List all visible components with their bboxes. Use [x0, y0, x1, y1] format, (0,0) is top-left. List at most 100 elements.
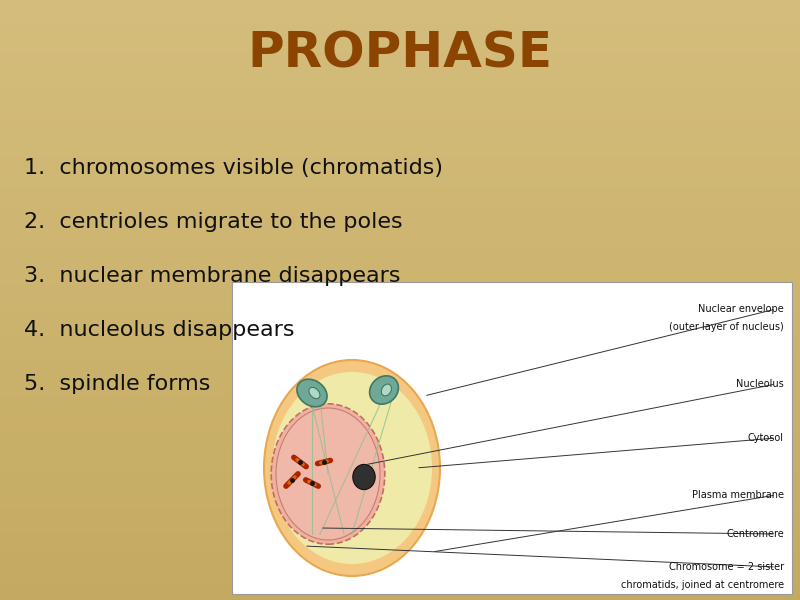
Bar: [0, 300, 800, 307]
Bar: [0, 480, 800, 487]
Bar: [0, 443, 800, 450]
Bar: [0, 263, 800, 270]
Ellipse shape: [382, 384, 391, 396]
Ellipse shape: [370, 376, 398, 404]
Bar: [0, 150, 800, 157]
Bar: [0, 240, 800, 247]
Ellipse shape: [271, 404, 385, 544]
Bar: [0, 217, 800, 225]
Text: Plasma membrane: Plasma membrane: [692, 490, 784, 500]
Bar: [0, 75, 800, 82]
Bar: [0, 510, 800, 517]
Bar: [0, 247, 800, 255]
Text: Nuclear envelope: Nuclear envelope: [698, 304, 784, 314]
Bar: [0, 495, 800, 503]
Ellipse shape: [276, 408, 380, 540]
Bar: [0, 555, 800, 563]
Bar: [0, 502, 800, 510]
Bar: [0, 413, 800, 420]
Bar: [0, 127, 800, 135]
Bar: [0, 22, 800, 30]
Bar: [0, 420, 800, 427]
Bar: [0, 15, 800, 22]
Text: Nucleolus: Nucleolus: [736, 379, 784, 389]
Bar: [0, 390, 800, 397]
Bar: [0, 427, 800, 435]
Ellipse shape: [272, 372, 432, 564]
Bar: [0, 105, 800, 113]
Bar: [0, 180, 800, 187]
Bar: [0, 292, 800, 300]
Bar: [0, 60, 800, 67]
Bar: [0, 202, 800, 210]
Bar: [0, 337, 800, 345]
Bar: [0, 473, 800, 480]
Bar: [0, 195, 800, 202]
Text: Centromere: Centromere: [726, 529, 784, 539]
Bar: [0, 255, 800, 263]
Bar: [0, 270, 800, 277]
Bar: [0, 345, 800, 352]
Text: 1.  chromosomes visible (chromatids): 1. chromosomes visible (chromatids): [24, 158, 443, 178]
Bar: [0, 232, 800, 240]
Bar: [0, 0, 800, 7]
Bar: [0, 352, 800, 360]
Bar: [0, 37, 800, 45]
Bar: [0, 577, 800, 585]
Bar: [0, 435, 800, 443]
Bar: [0, 398, 800, 405]
Bar: [0, 210, 800, 217]
Ellipse shape: [297, 379, 327, 407]
Bar: [0, 405, 800, 413]
Text: Chromosome = 2 sister: Chromosome = 2 sister: [669, 562, 784, 572]
Text: chromatids, joined at centromere: chromatids, joined at centromere: [621, 580, 784, 590]
Bar: [0, 540, 800, 547]
Bar: [0, 383, 800, 390]
Bar: [0, 367, 800, 375]
Bar: [0, 585, 800, 593]
Text: 4.  nucleolus disappears: 4. nucleolus disappears: [24, 320, 294, 340]
Bar: [0, 82, 800, 90]
Text: 2.  centrioles migrate to the poles: 2. centrioles migrate to the poles: [24, 212, 402, 232]
Bar: [0, 457, 800, 465]
Ellipse shape: [264, 360, 440, 576]
Bar: [0, 533, 800, 540]
Text: PROPHASE: PROPHASE: [247, 30, 553, 78]
Bar: [0, 142, 800, 150]
Bar: [0, 315, 800, 323]
Text: (outer layer of nucleus): (outer layer of nucleus): [670, 322, 784, 332]
Bar: [0, 225, 800, 232]
Bar: [0, 487, 800, 495]
Bar: [0, 173, 800, 180]
Bar: [0, 45, 800, 52]
Bar: [0, 52, 800, 60]
Bar: [0, 525, 800, 533]
Bar: [0, 570, 800, 577]
Bar: [0, 450, 800, 457]
Bar: [0, 360, 800, 367]
Bar: [0, 120, 800, 127]
Bar: [0, 465, 800, 473]
Bar: [0, 548, 800, 555]
Bar: [0, 135, 800, 142]
Ellipse shape: [353, 464, 375, 490]
Bar: [0, 157, 800, 165]
Bar: [0, 7, 800, 15]
Bar: [0, 330, 800, 337]
Bar: [0, 30, 800, 37]
Bar: [0, 90, 800, 97]
Bar: [0, 285, 800, 292]
Bar: [0, 187, 800, 195]
Ellipse shape: [309, 388, 320, 398]
Text: 5.  spindle forms: 5. spindle forms: [24, 374, 210, 394]
Bar: [0, 165, 800, 173]
Bar: [0, 375, 800, 383]
Bar: [0, 277, 800, 285]
Bar: [0, 67, 800, 75]
Bar: [0, 517, 800, 525]
Bar: [0, 593, 800, 600]
Bar: [0, 97, 800, 105]
FancyBboxPatch shape: [232, 282, 792, 594]
Bar: [0, 307, 800, 315]
Bar: [0, 323, 800, 330]
